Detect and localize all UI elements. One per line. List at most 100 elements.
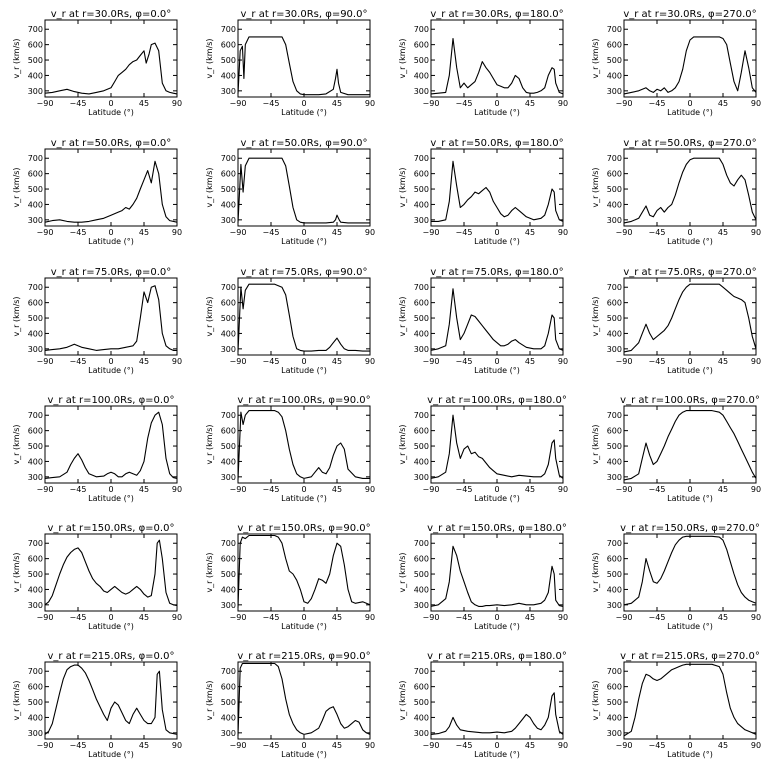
x-tick-label: 45 <box>525 613 535 622</box>
x-tick-label: 90 <box>558 485 568 494</box>
y-tick-label: 400 <box>28 457 43 466</box>
plot-frame <box>44 277 178 356</box>
y-tick-label: 700 <box>414 283 429 292</box>
y-tick-label: 500 <box>414 56 429 65</box>
x-tick-label: −45 <box>263 485 280 494</box>
x-tick-label: −45 <box>456 357 473 366</box>
x-tick-label: −45 <box>263 741 280 750</box>
y-tick-label: 500 <box>221 314 236 323</box>
y-tick-label: 400 <box>28 200 43 209</box>
y-tick-label: 400 <box>221 713 236 722</box>
y-tick-label: 600 <box>221 555 236 564</box>
chart-panel-16: v_r at r=150.0Rs, φ=0.0° −90 −45 0 45 90 300 40… <box>12 523 182 631</box>
chart-title: v_r at r=50.0Rs, φ=180.0° <box>430 138 563 149</box>
y-tick-label: 300 <box>221 473 236 482</box>
y-tick-label: 600 <box>28 427 43 436</box>
y-axis-label: v_r (km/s) <box>398 552 407 592</box>
x-tick-label: −45 <box>456 613 473 622</box>
y-tick-label: 600 <box>414 555 429 564</box>
y-tick-label: 700 <box>414 25 429 34</box>
plot-frame <box>237 19 371 98</box>
series-line <box>623 535 757 606</box>
x-axis-label: Latitude (°) <box>88 366 134 375</box>
x-axis-label: Latitude (°) <box>474 750 520 759</box>
chart-title: v_r at r=215.0Rs, φ=180.0° <box>427 651 567 662</box>
chart-panel-18: v_r at r=150.0Rs, φ=180.0° −90 −45 0 45 90 300… <box>398 523 568 631</box>
x-tick-label: 0 <box>494 485 499 494</box>
y-tick-label: 600 <box>607 299 622 308</box>
x-tick-label: 0 <box>687 613 692 622</box>
y-tick-label: 700 <box>28 411 43 420</box>
x-tick-label: −45 <box>649 613 666 622</box>
chart-title: v_r at r=75.0Rs, φ=270.0° <box>623 267 756 278</box>
y-tick-label: 300 <box>221 345 236 354</box>
x-tick-label: 0 <box>687 741 692 750</box>
chart-title: v_r at r=150.0Rs, φ=90.0° <box>237 523 370 534</box>
y-tick-label: 300 <box>28 729 43 738</box>
y-tick-label: 300 <box>414 345 429 354</box>
y-tick-label: 300 <box>607 729 622 738</box>
y-tick-label: 700 <box>607 539 622 548</box>
y-tick-label: 500 <box>607 698 622 707</box>
y-tick-label: 600 <box>28 41 43 50</box>
y-tick-label: 300 <box>607 473 622 482</box>
x-axis-label: Latitude (°) <box>88 622 134 631</box>
x-tick-label: −90 <box>423 228 440 237</box>
chart-title: v_r at r=50.0Rs, φ=90.0° <box>241 138 368 149</box>
y-tick-label: 500 <box>607 185 622 194</box>
x-tick-label: 0 <box>108 613 113 622</box>
chart-panel-21: v_r at r=215.0Rs, φ=90.0° −90 −45 0 45 90 300 4… <box>205 651 375 759</box>
plot-frame <box>623 405 757 484</box>
y-tick-label: 500 <box>414 570 429 579</box>
x-tick-label: 0 <box>494 613 499 622</box>
y-tick-label: 500 <box>221 185 236 194</box>
plot-frame <box>623 19 757 98</box>
y-tick-label: 600 <box>607 170 622 179</box>
y-tick-label: 400 <box>28 713 43 722</box>
x-tick-label: 45 <box>332 613 342 622</box>
chart-panel-10: v_r at r=75.0Rs, φ=180.0° −90 −45 0 45 90 300 4… <box>398 267 568 375</box>
x-tick-label: −90 <box>230 613 247 622</box>
series-line <box>237 662 371 736</box>
y-tick-label: 500 <box>221 442 236 451</box>
y-tick-label: 700 <box>414 411 429 420</box>
x-tick-label: 90 <box>751 485 761 494</box>
x-tick-label: −90 <box>423 357 440 366</box>
y-axis-label: v_r (km/s) <box>205 680 214 720</box>
x-tick-label: −45 <box>649 485 666 494</box>
y-tick-label: 700 <box>221 25 236 34</box>
y-tick-label: 400 <box>28 329 43 338</box>
x-tick-label: 0 <box>301 485 306 494</box>
y-tick-label: 700 <box>28 283 43 292</box>
y-tick-label: 400 <box>221 200 236 209</box>
y-axis-label: v_r (km/s) <box>205 552 214 592</box>
x-tick-label: −90 <box>423 613 440 622</box>
series-line <box>44 539 178 607</box>
y-tick-label: 400 <box>414 200 429 209</box>
chart-panel-9: v_r at r=75.0Rs, φ=90.0° −90 −45 0 45 90 300 40… <box>205 267 375 375</box>
x-tick-label: 90 <box>365 99 375 108</box>
y-axis-label: v_r (km/s) <box>591 680 600 720</box>
y-tick-label: 700 <box>414 667 429 676</box>
chart-panel-5: v_r at r=50.0Rs, φ=90.0° −90 −45 0 45 90 300 40… <box>205 138 375 246</box>
series-line <box>44 664 178 735</box>
x-tick-label: −90 <box>616 613 633 622</box>
x-axis-label: Latitude (°) <box>88 750 134 759</box>
x-tick-label: 90 <box>558 99 568 108</box>
chart-title: v_r at r=30.0Rs, φ=180.0° <box>430 9 563 20</box>
plot-frame <box>430 405 564 484</box>
y-tick-label: 700 <box>28 154 43 163</box>
y-tick-label: 300 <box>607 601 622 610</box>
chart-panel-20: v_r at r=215.0Rs, φ=0.0° −90 −45 0 45 90 300 40… <box>12 651 182 759</box>
x-axis-label: Latitude (°) <box>88 237 134 246</box>
series-line <box>430 414 564 479</box>
x-tick-label: 45 <box>718 741 728 750</box>
y-tick-label: 300 <box>28 473 43 482</box>
y-tick-label: 500 <box>607 314 622 323</box>
x-tick-label: 45 <box>332 485 342 494</box>
x-axis-label: Latitude (°) <box>88 494 134 503</box>
y-tick-label: 300 <box>221 729 236 738</box>
y-tick-label: 700 <box>414 539 429 548</box>
x-tick-label: 90 <box>365 741 375 750</box>
